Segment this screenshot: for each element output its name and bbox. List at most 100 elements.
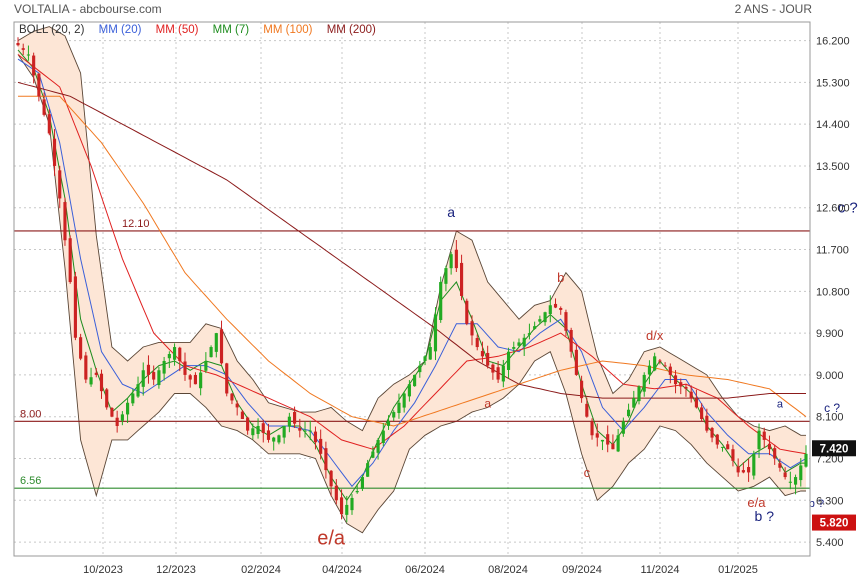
candle-body — [762, 431, 766, 440]
candle-body — [543, 312, 547, 323]
y-tick-label: 6.300 — [816, 495, 844, 507]
x-tick-label: 08/2024 — [488, 564, 528, 576]
y-tick-label: 10.800 — [816, 286, 850, 298]
candle-body — [710, 427, 714, 438]
candle-body — [569, 329, 573, 352]
candle-body — [141, 370, 145, 387]
y-tick-label: 12.600 — [816, 203, 850, 215]
candle-body — [533, 326, 537, 329]
candle-body — [298, 428, 302, 431]
wave-label: b ? — [809, 498, 824, 510]
candle-body — [105, 389, 109, 408]
candle-body — [632, 398, 636, 408]
y-tick-label: 14.400 — [816, 119, 850, 131]
candle-body — [167, 354, 171, 359]
x-tick-label: 01/2025 — [718, 564, 758, 576]
candle-body — [595, 433, 599, 438]
candle-body — [266, 430, 271, 440]
candle-body — [517, 342, 521, 346]
y-tick-label: 8.100 — [816, 412, 844, 424]
wave-label: c ? — [838, 199, 858, 216]
candle-body — [178, 347, 182, 361]
wave-label: b — [557, 270, 564, 285]
candle-body — [366, 463, 370, 477]
candle-body — [79, 337, 83, 359]
candle-body — [439, 282, 443, 321]
price-badge-label: 5.820 — [820, 518, 849, 530]
x-tick-label: 02/2024 — [241, 564, 281, 576]
candle-body — [486, 352, 490, 366]
candle-body — [715, 434, 719, 445]
candle-body — [52, 138, 57, 166]
candle-body — [126, 402, 130, 415]
y-tick-label: 7.200 — [816, 453, 844, 465]
candle-body — [355, 490, 359, 493]
y-tick-label: 15.300 — [816, 77, 850, 89]
candle-body — [585, 403, 589, 417]
candle-body — [287, 416, 291, 427]
y-tick-label: 16.200 — [816, 36, 850, 48]
candle-body — [580, 380, 584, 399]
candle-body — [658, 360, 662, 362]
candle-body — [564, 312, 568, 331]
candle-body — [209, 347, 213, 358]
candle-body — [783, 472, 787, 478]
candle-body — [235, 403, 239, 408]
candle-body — [371, 451, 375, 458]
candle-body — [731, 449, 735, 461]
horizontal-levels: 12.10 8.00 6.56 — [14, 218, 810, 489]
legend: BOLL (20, 2) MM (20) MM (50) MM (7) MM (… — [19, 24, 387, 36]
wave-label: a — [484, 396, 491, 410]
candle-body — [773, 448, 777, 459]
candle-body — [89, 377, 93, 385]
candle-body — [449, 254, 453, 269]
candle-body — [324, 448, 328, 471]
candle-body — [679, 382, 683, 387]
candle-body — [700, 407, 704, 420]
candle-body — [225, 363, 229, 394]
candle-body — [256, 425, 260, 435]
x-tick-label: 09/2024 — [562, 564, 602, 576]
level-label: 8.00 — [20, 408, 41, 420]
candle-body — [381, 430, 385, 444]
candle-body — [73, 276, 77, 338]
candle-body — [146, 364, 151, 375]
candle-body — [397, 402, 401, 414]
candle-body — [574, 349, 578, 375]
candle-body — [611, 443, 615, 450]
candle-body — [68, 238, 72, 283]
candle-body — [193, 374, 198, 385]
candle-body — [293, 411, 297, 424]
candle-body — [172, 347, 177, 360]
bollinger-fill — [18, 26, 806, 533]
bollinger-lower — [17, 54, 806, 534]
candle-body — [747, 467, 751, 473]
candle-body — [272, 437, 276, 442]
candle-body — [261, 423, 265, 433]
candle-body — [600, 439, 605, 442]
candle-body — [120, 414, 124, 421]
candle-body — [329, 470, 333, 487]
candle-body — [94, 372, 98, 375]
candle-body — [37, 73, 41, 97]
candle-body — [741, 470, 745, 473]
candle-body — [110, 407, 114, 417]
candle-body — [553, 303, 558, 308]
wave-label: e/a — [317, 527, 346, 549]
y-tick-label: 9.900 — [816, 328, 844, 340]
candle-body — [804, 453, 808, 467]
candle-body — [32, 55, 36, 76]
candle-body — [512, 347, 516, 349]
candle-body — [99, 373, 104, 392]
candle-body — [767, 443, 772, 450]
candle-body — [413, 374, 417, 387]
y-tick-label: 13.500 — [816, 161, 850, 173]
legend-mm100: MM (100) — [263, 24, 313, 36]
candle-body — [684, 386, 688, 389]
candle-body — [277, 435, 281, 443]
candle-body — [58, 170, 62, 199]
x-tick-label: 10/2023 — [83, 564, 123, 576]
candle-body — [339, 497, 344, 515]
